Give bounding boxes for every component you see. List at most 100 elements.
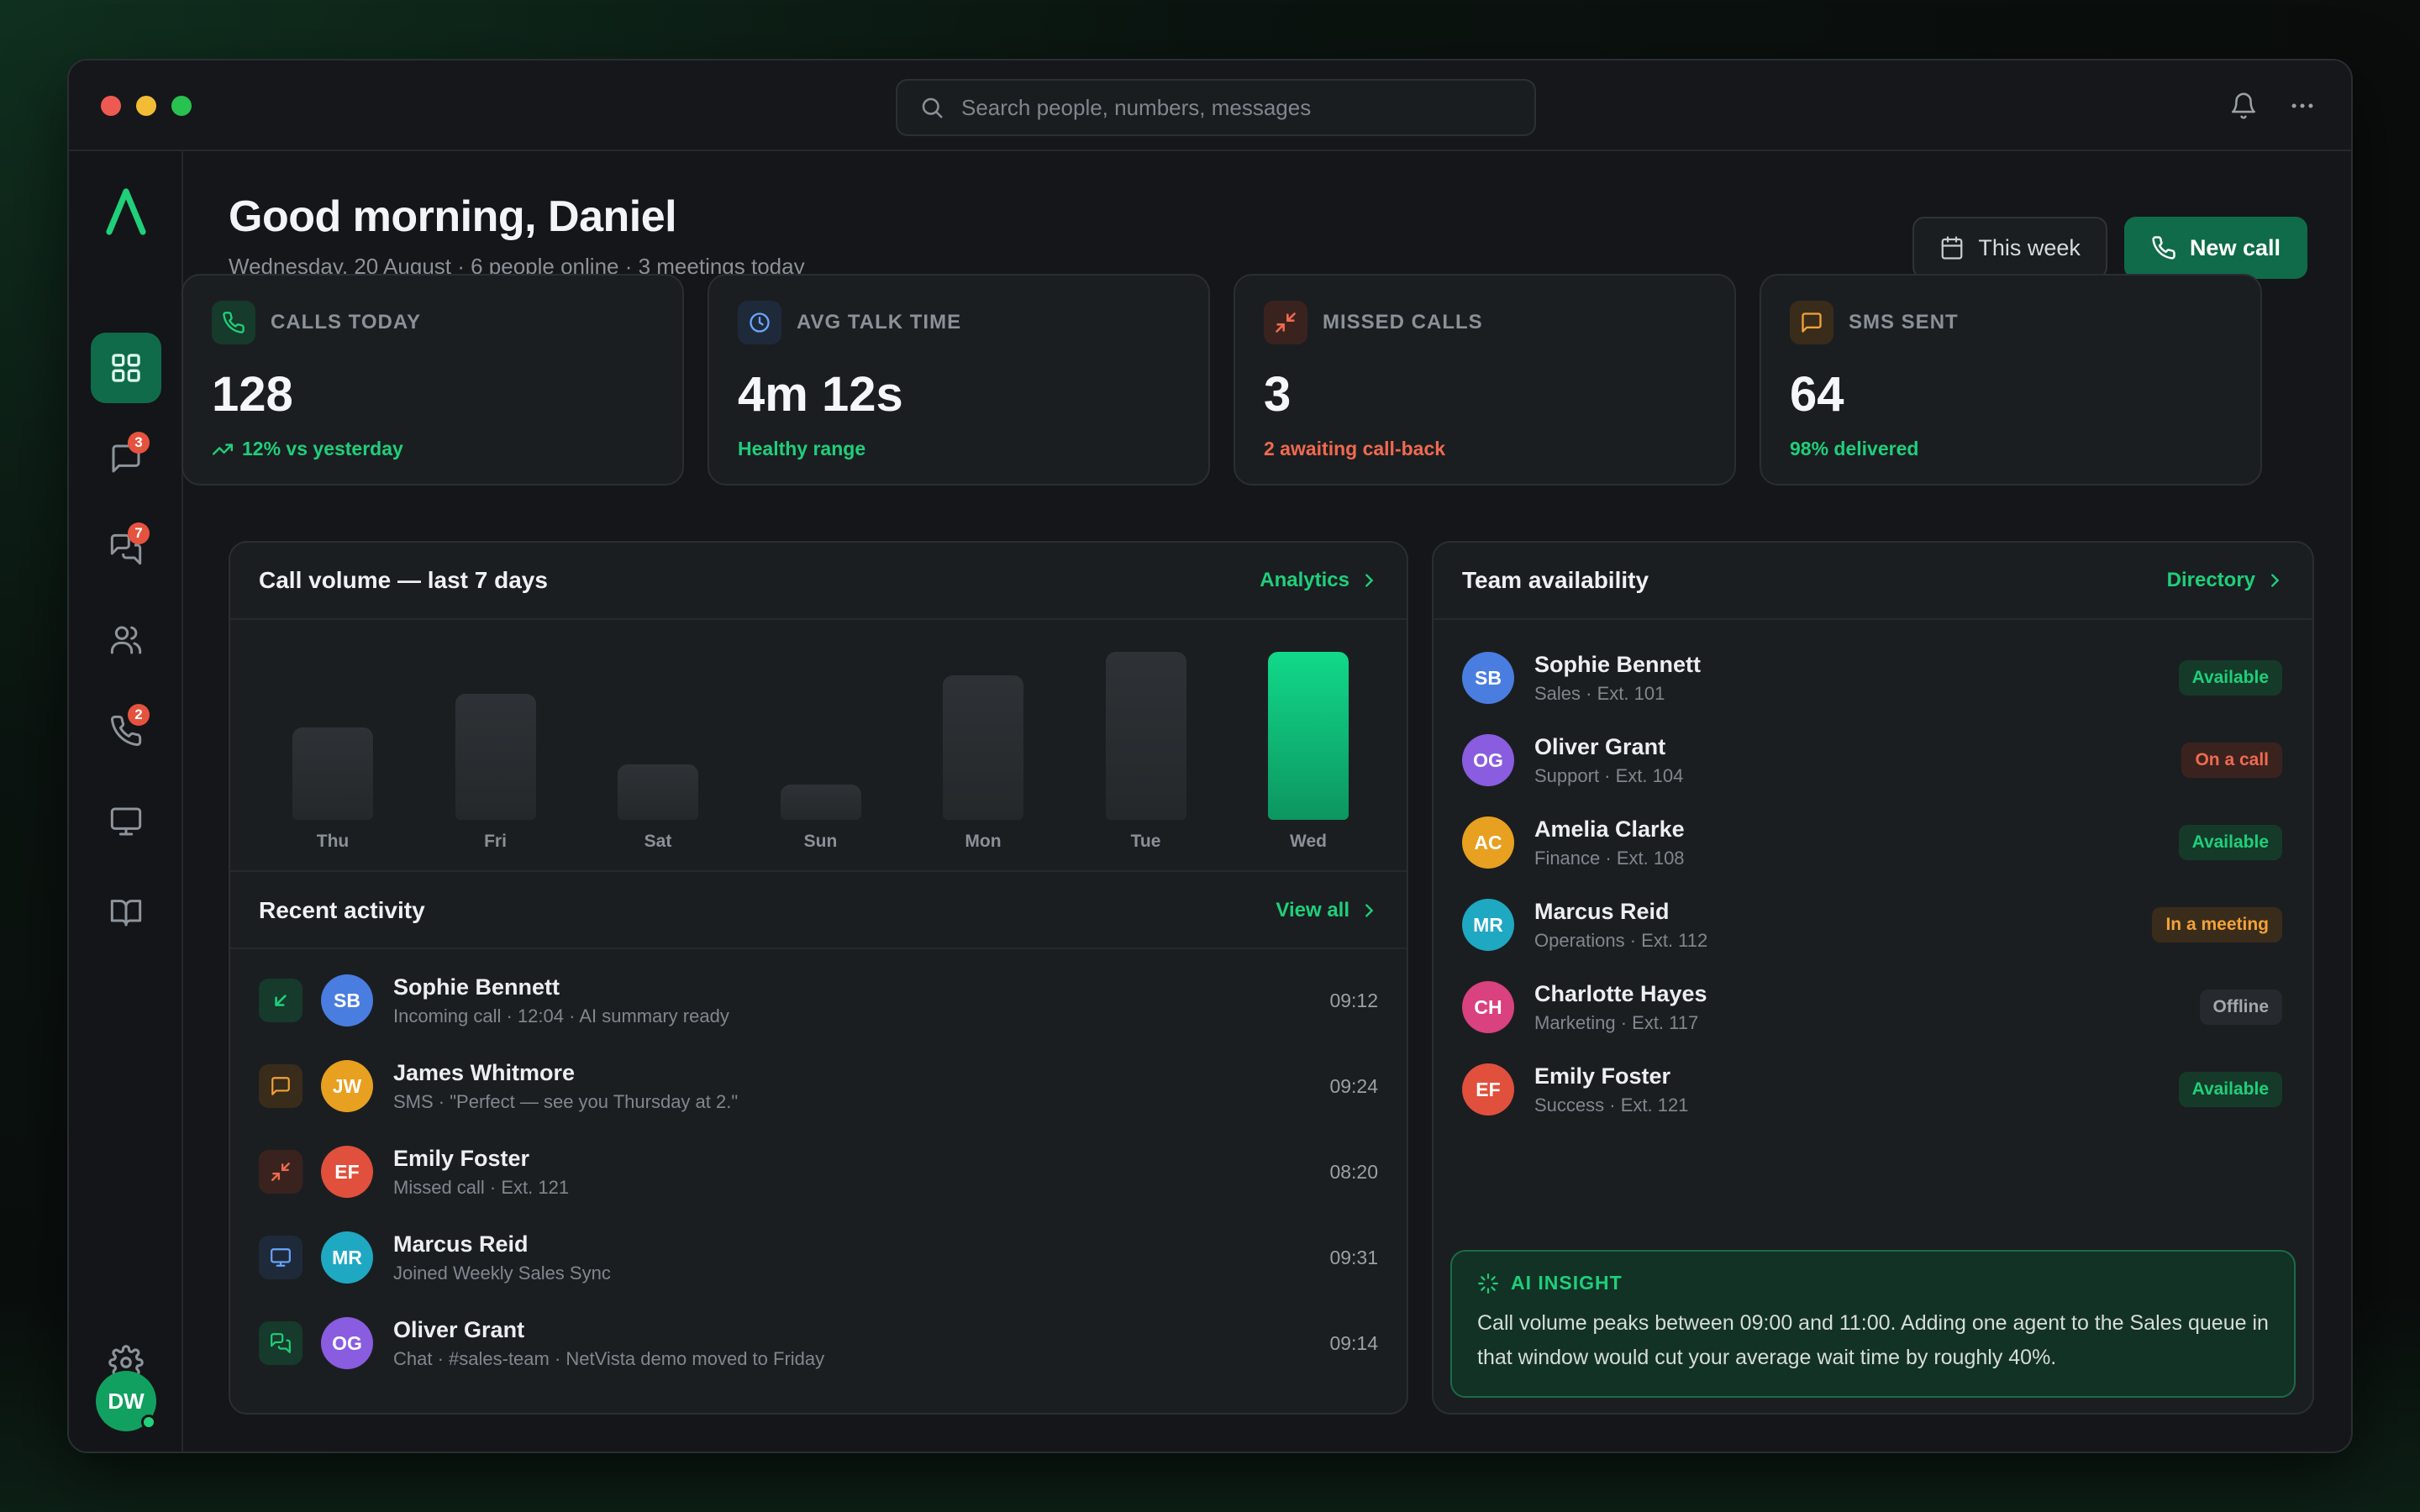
chart-bar-tue[interactable] xyxy=(1105,652,1186,820)
member-detail: Success · Ext. 121 xyxy=(1534,1094,1689,1116)
stat-sub: 2 awaiting call-back xyxy=(1264,438,1446,459)
search-placeholder: Search people, numbers, messages xyxy=(961,94,1312,120)
view-all-link[interactable]: View all xyxy=(1276,899,1378,922)
team-member-row[interactable]: MR Marcus Reid Operations · Ext. 112 In a m… xyxy=(1462,884,2282,966)
activity-name: James Whitmore xyxy=(393,1059,576,1085)
date-range-label: This week xyxy=(1978,234,2081,260)
chart-x-label: Tue xyxy=(1130,832,1161,851)
member-detail: Marketing · Ext. 117 xyxy=(1534,1011,1699,1033)
team-member-row[interactable]: OG Oliver Grant Support · Ext. 104 On a cal… xyxy=(1462,719,2282,801)
sidebar-item-contacts[interactable] xyxy=(91,605,161,675)
clock-icon xyxy=(738,301,781,344)
title-bar: Search people, numbers, messages xyxy=(69,60,2351,151)
activity-detail: Incoming call · 12:04 · AI summary ready xyxy=(393,1005,729,1026)
chevron-right-icon xyxy=(1365,574,1374,587)
user-avatar[interactable]: DW xyxy=(96,1371,156,1431)
sidebar-item-meetings[interactable] xyxy=(91,786,161,857)
sidebar-item-calls[interactable]: 2 xyxy=(91,696,161,766)
stat-card-talk-time[interactable]: AVG TALK TIME 4m 12s Healthy range xyxy=(708,274,1210,486)
incoming-call-icon xyxy=(259,979,302,1022)
notifications-button[interactable] xyxy=(2225,87,2262,124)
stat-card-missed[interactable]: MISSED CALLS 3 2 awaiting call-back xyxy=(1234,274,1736,486)
member-name: Emily Foster xyxy=(1534,1063,1671,1089)
avatar: OG xyxy=(321,1317,373,1369)
chart-bar-wed[interactable] xyxy=(1268,652,1349,820)
sms-icon xyxy=(1790,301,1833,344)
team-availability-header: Team availability Directory xyxy=(1434,543,2312,620)
member-name: Marcus Reid xyxy=(1534,898,1670,924)
app-window: Search people, numbers, messages 3 7 xyxy=(67,59,2353,1453)
stat-label: AVG TALK TIME xyxy=(797,311,962,333)
activity-row[interactable]: EF Emily Foster Missed call · Ext. 121 0… xyxy=(259,1129,1378,1215)
team-member-row[interactable]: SB Sophie Bennett Sales · Ext. 101 Availabl… xyxy=(1462,637,2282,719)
team-member-row[interactable]: EF Emily Foster Success · Ext. 121 Availabl… xyxy=(1462,1048,2282,1131)
sidebar-item-knowledge[interactable] xyxy=(91,877,161,948)
stats-row: CALLS TODAY 128 12% vs yesterday AVG TAL… xyxy=(182,274,2262,486)
close-window-button[interactable] xyxy=(101,96,121,116)
stat-card-calls[interactable]: CALLS TODAY 128 12% vs yesterday xyxy=(182,274,684,486)
activity-row[interactable]: SB Sophie Bennett Incoming call · 12:04 … xyxy=(259,958,1378,1043)
chat-badge: 7 xyxy=(128,522,150,544)
analytics-link-label: Analytics xyxy=(1260,569,1349,591)
ai-insight-text: Call volume peaks between 09:00 and 11:0… xyxy=(1477,1311,2269,1369)
minimize-window-button[interactable] xyxy=(136,96,156,116)
sidebar-item-chat[interactable]: 7 xyxy=(91,514,161,585)
call-volume-chart: Thu Fri Sat Sun Mon Tue Wed xyxy=(230,620,1407,872)
team-member-row[interactable]: CH Charlotte Hayes Marketing · Ext. 117 Off… xyxy=(1462,966,2282,1048)
calls-badge: 2 xyxy=(128,704,150,726)
ai-insight-card: AI INSIGHT Call volume peaks between 09:… xyxy=(1450,1250,2296,1398)
page-title: Good morning, Daniel xyxy=(229,192,677,241)
status-badge: Available xyxy=(2178,660,2282,696)
status-badge: Offline xyxy=(2199,990,2282,1025)
stat-value: 128 xyxy=(212,367,293,422)
phone-icon xyxy=(111,715,142,746)
phone-icon xyxy=(2152,236,2175,260)
chart-bar-mon[interactable] xyxy=(943,675,1023,820)
book-icon xyxy=(110,900,142,927)
analytics-link[interactable]: Analytics xyxy=(1260,569,1378,592)
app-logo[interactable] xyxy=(104,185,148,239)
sidebar-item-dashboard[interactable] xyxy=(91,333,161,403)
directory-link[interactable]: Directory xyxy=(2167,569,2284,592)
new-call-button[interactable]: New call xyxy=(2123,217,2307,279)
page-header: Good morning, Daniel Wednesday, 20 Augus… xyxy=(229,192,805,280)
status-badge: On a call xyxy=(2181,743,2282,778)
missed-call-icon xyxy=(1264,301,1307,344)
member-name: Charlotte Hayes xyxy=(1534,980,1707,1006)
chart-bar-sat[interactable] xyxy=(618,764,698,820)
chart-bar-fri[interactable] xyxy=(455,694,536,820)
header-actions: This week New call xyxy=(1912,217,2307,279)
date-range-button[interactable]: This week xyxy=(1912,217,2107,279)
new-call-label: New call xyxy=(2189,234,2281,260)
team-member-row[interactable]: AC Amelia Clarke Finance · Ext. 108 Availab… xyxy=(1462,801,2282,884)
avatar: SB xyxy=(1462,652,1514,704)
activity-time: 09:24 xyxy=(1329,1074,1378,1097)
monitor-icon xyxy=(259,1236,302,1279)
activity-row[interactable]: OG Oliver Grant Chat · #sales-team · Net… xyxy=(259,1300,1378,1386)
avatar: SB xyxy=(321,974,373,1026)
stat-card-sms[interactable]: SMS SENT 64 98% delivered xyxy=(1760,274,2262,486)
maximize-window-button[interactable] xyxy=(171,96,192,116)
activity-time: 09:12 xyxy=(1329,989,1378,1011)
more-options-button[interactable] xyxy=(2284,87,2321,124)
activity-name: Oliver Grant xyxy=(393,1316,525,1342)
chart-bar-sun[interactable] xyxy=(780,785,861,820)
avatar: EF xyxy=(1462,1063,1514,1116)
search-input[interactable]: Search people, numbers, messages xyxy=(896,79,1536,136)
recent-activity-header: Recent activity View all xyxy=(230,874,1407,949)
activity-row[interactable]: JW James Whitmore SMS · "Perfect — see y… xyxy=(259,1043,1378,1129)
grid-icon xyxy=(112,354,140,382)
chevron-right-icon xyxy=(2271,574,2280,587)
chart-x-label: Sat xyxy=(644,832,672,851)
sidebar-item-messages[interactable]: 3 xyxy=(91,423,161,494)
chart-x-label: Sun xyxy=(803,832,838,851)
activity-row[interactable]: MR Marcus Reid Joined Weekly Sales Sync … xyxy=(259,1215,1378,1300)
chart-bar-thu[interactable] xyxy=(292,727,373,820)
avatar: MR xyxy=(321,1231,373,1284)
activity-time: 09:31 xyxy=(1329,1246,1378,1268)
stat-value: 3 xyxy=(1264,367,1292,422)
trending-up-icon xyxy=(212,443,234,455)
chart-x-label: Fri xyxy=(484,832,507,851)
phone-icon xyxy=(212,301,255,344)
team-availability-title: Team availability xyxy=(1462,567,1649,593)
